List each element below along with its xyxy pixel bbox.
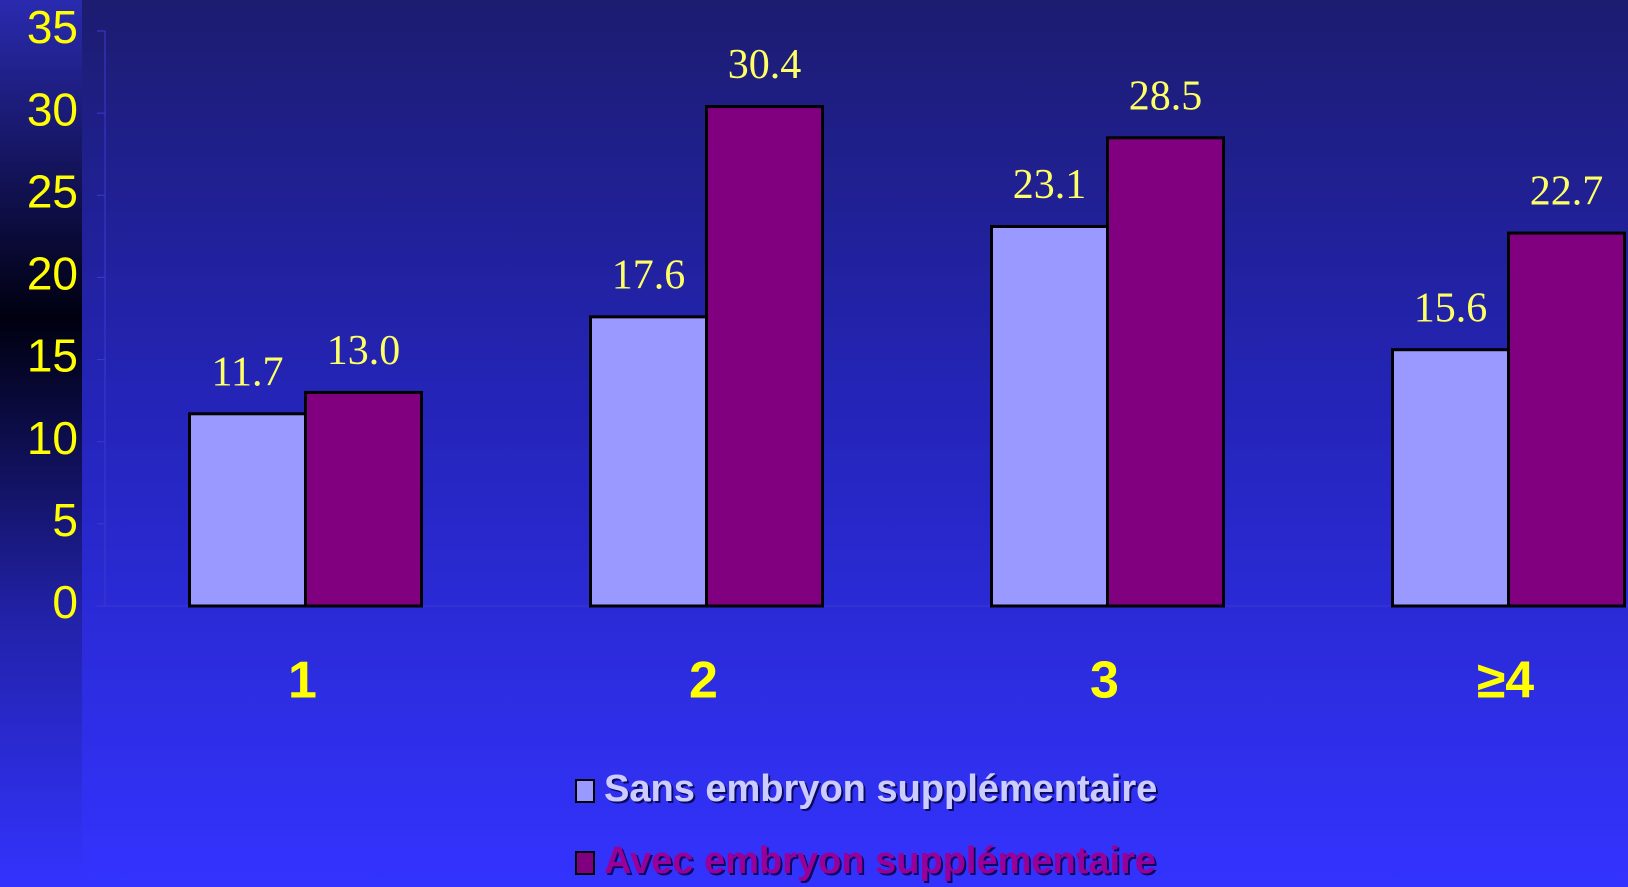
x-tick-label: 3 xyxy=(1090,652,1119,710)
side-strip xyxy=(0,0,82,887)
bar xyxy=(1106,136,1225,608)
legend-label: Avec embryon supplémentaire xyxy=(604,840,1156,882)
bar xyxy=(1391,348,1510,608)
y-tick-label: 0 xyxy=(52,576,78,628)
y-tick-label: 5 xyxy=(52,494,78,546)
x-tick-label: 2 xyxy=(689,652,718,710)
y-tick-label: 25 xyxy=(27,165,78,217)
y-tick-label: 10 xyxy=(27,412,78,464)
y-tick-label: 20 xyxy=(27,248,78,300)
bar xyxy=(304,390,423,608)
value-label: 30.4 xyxy=(728,42,802,88)
legend-label: Sans embryon supplémentaire xyxy=(604,768,1157,810)
y-tick-label: 30 xyxy=(27,83,78,135)
value-label: 22.7 xyxy=(1530,169,1604,215)
value-label: 13.0 xyxy=(327,328,401,374)
legend-swatch xyxy=(575,851,595,875)
value-label: 17.6 xyxy=(612,252,686,298)
bar xyxy=(705,105,824,608)
bar xyxy=(589,315,708,608)
x-tick-label: 1 xyxy=(288,652,317,710)
bar xyxy=(188,412,307,608)
value-label: 15.6 xyxy=(1414,285,1488,331)
y-tick-label: 35 xyxy=(27,1,78,53)
value-label: 28.5 xyxy=(1129,73,1203,119)
bar xyxy=(990,225,1109,608)
bar xyxy=(1507,231,1626,608)
value-label: 23.1 xyxy=(1013,162,1087,208)
legend-swatch xyxy=(575,779,595,803)
x-tick-label: ≥4 xyxy=(1477,652,1535,710)
value-label: 11.7 xyxy=(212,349,284,395)
y-tick-label: 15 xyxy=(27,330,78,382)
